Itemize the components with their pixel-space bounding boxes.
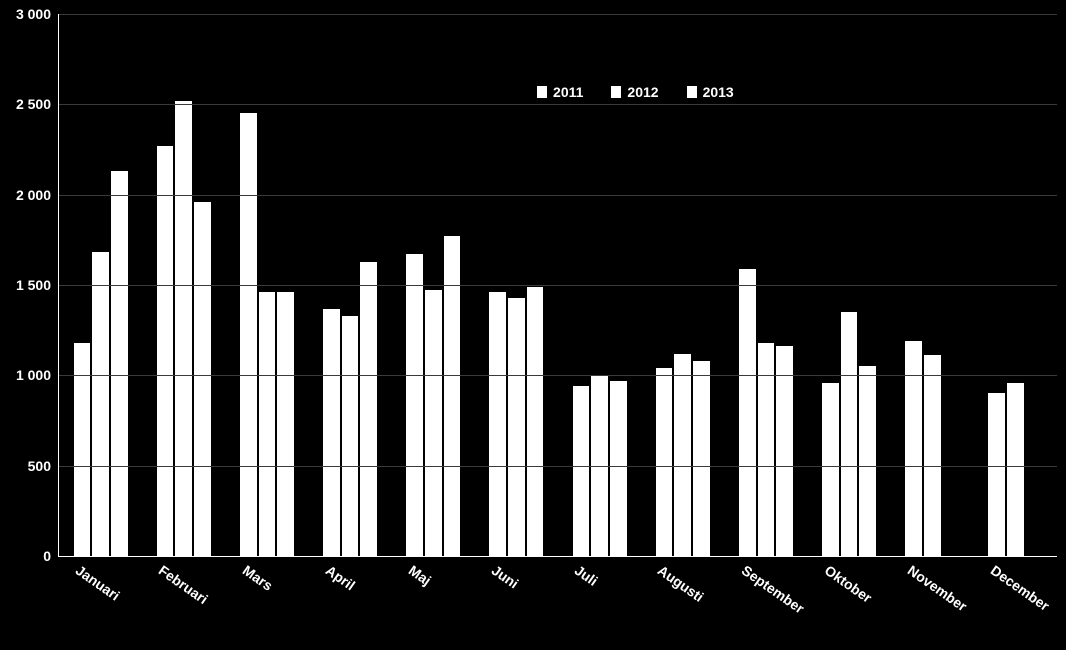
bar [111,171,128,556]
chart-container: 0 500 1 000 1 500 2 000 2 500 3 000 Januari Febr… [0,0,1066,650]
legend-item: 2011 [537,84,583,100]
y-axis-tick-label: 2 000 [16,187,59,203]
bar [342,316,359,556]
bar [508,298,525,556]
bar [323,309,340,557]
bar [610,381,627,556]
bar [739,269,756,556]
bar [527,287,544,556]
x-axis-tick-label: September [738,562,806,617]
x-axis-tick-label: Maj [406,562,434,588]
x-axis-tick-label: Januari [73,562,123,604]
x-axis-tick-label: December [988,562,1053,614]
legend-label: 2011 [553,84,583,100]
gridline [59,14,1057,15]
gridline [59,104,1057,105]
bar [693,361,710,556]
bar [674,354,691,556]
gridline [59,375,1057,376]
legend-item: 2013 [687,84,734,100]
bar [822,383,839,556]
bar [988,393,1005,556]
bar [656,368,673,556]
bar [425,290,442,556]
legend: 2011 2012 2013 [537,84,734,100]
x-axis-tick-label: Mars [239,562,275,594]
bar [1007,383,1024,556]
legend-swatch-icon [687,86,697,98]
bar [92,252,109,556]
x-axis-tick-label: Augusti [655,562,707,605]
bar [489,292,506,556]
legend-item: 2012 [611,84,658,100]
legend-label: 2013 [703,84,734,100]
y-axis-tick-label: 500 [28,458,59,474]
legend-swatch-icon [537,86,547,98]
bar [277,292,294,556]
x-axis-tick-label: November [905,562,970,614]
bar [776,346,793,556]
bar [406,254,423,556]
gridline [59,285,1057,286]
bar [259,292,276,556]
x-axis-tick-label: Oktober [822,562,875,606]
bar [157,146,174,556]
bar [573,386,590,556]
legend-swatch-icon [611,86,621,98]
x-axis-tick-label: Februari [156,562,211,607]
y-axis-tick-label: 1 500 [16,277,59,293]
x-axis-tick-label: Juli [572,562,601,589]
legend-label: 2012 [627,84,658,100]
gridline [59,195,1057,196]
gridline [59,466,1057,467]
bar [905,341,922,556]
bar [240,113,257,556]
y-axis-tick-label: 3 000 [16,6,59,22]
y-axis-tick-label: 0 [43,548,59,564]
y-axis-tick-label: 2 500 [16,96,59,112]
x-axis-tick-label: Juni [489,562,522,592]
bar [175,101,192,556]
bar [859,366,876,556]
bar [194,202,211,556]
bar [841,312,858,556]
y-axis-tick-label: 1 000 [16,367,59,383]
bar [360,262,377,556]
bar [924,355,941,556]
x-axis-tick-label: April [323,562,358,593]
